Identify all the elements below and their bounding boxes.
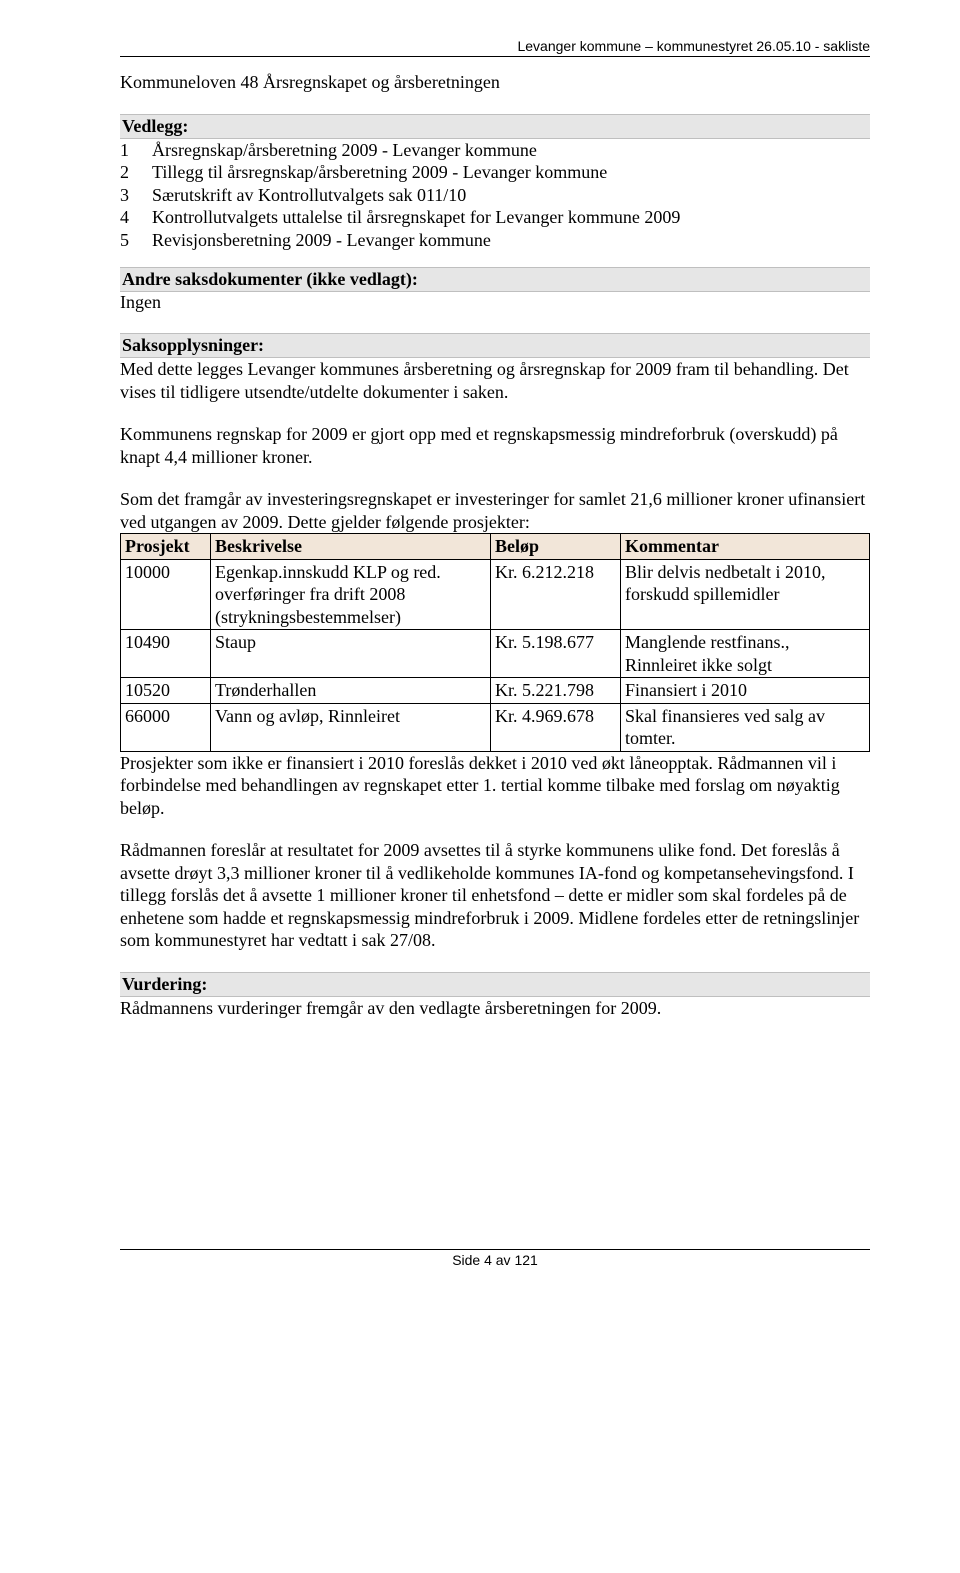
table-row: 10000 Egenkap.innskudd KLP og red. overf…: [121, 559, 870, 630]
vurdering-text: Rådmannens vurderinger fremgår av den ve…: [120, 997, 870, 1020]
list-item: 3 Særutskrift av Kontrollutvalgets sak 0…: [120, 184, 870, 207]
list-text: Revisjonsberetning 2009 - Levanger kommu…: [152, 229, 870, 252]
page-container: Levanger kommune – kommunestyret 26.05.1…: [0, 0, 960, 1573]
after-table-p2: Rådmannen foreslår at resultatet for 200…: [120, 839, 870, 952]
andre-text: Ingen: [120, 292, 870, 313]
th-belop: Beløp: [491, 534, 621, 560]
cell-prosjekt: 10000: [121, 559, 211, 630]
list-item: 1 Årsregnskap/årsberetning 2009 - Levang…: [120, 139, 870, 162]
cell-beskrivelse: Egenkap.innskudd KLP og red. overføringe…: [211, 559, 491, 630]
intro-paragraph: Kommuneloven 48 Årsregnskapet og årsbere…: [120, 71, 870, 94]
vedlegg-list: 1 Årsregnskap/årsberetning 2009 - Levang…: [120, 139, 870, 252]
cell-kommentar: Blir delvis nedbetalt i 2010, forskudd s…: [621, 559, 870, 630]
table-row: 66000 Vann og avløp, Rinnleiret Kr. 4.96…: [121, 703, 870, 751]
cell-kommentar: Skal finansieres ved salg av tomter.: [621, 703, 870, 751]
cell-belop: Kr. 6.212.218: [491, 559, 621, 630]
saksopp-p3: Som det framgår av investeringsregnskape…: [120, 488, 870, 533]
list-num: 2: [120, 161, 152, 184]
after-table-p1: Prosjekter som ikke er finansiert i 2010…: [120, 752, 870, 820]
cell-kommentar: Finansiert i 2010: [621, 678, 870, 704]
cell-belop: Kr. 5.221.798: [491, 678, 621, 704]
spacer: [120, 1039, 870, 1219]
cell-beskrivelse: Staup: [211, 630, 491, 678]
cell-belop: Kr. 5.198.677: [491, 630, 621, 678]
list-item: 5 Revisjonsberetning 2009 - Levanger kom…: [120, 229, 870, 252]
list-text: Kontrollutvalgets uttalelse til årsregns…: [152, 206, 870, 229]
projects-table: Prosjekt Beskrivelse Beløp Kommentar 100…: [120, 533, 870, 752]
cell-beskrivelse: Vann og avløp, Rinnleiret: [211, 703, 491, 751]
vurdering-heading: Vurdering:: [120, 972, 870, 997]
table-header-row: Prosjekt Beskrivelse Beløp Kommentar: [121, 534, 870, 560]
list-item: 2 Tillegg til årsregnskap/årsberetning 2…: [120, 161, 870, 184]
list-text: Tillegg til årsregnskap/årsberetning 200…: [152, 161, 870, 184]
list-num: 3: [120, 184, 152, 207]
list-text: Særutskrift av Kontrollutvalgets sak 011…: [152, 184, 870, 207]
table-row: 10520 Trønderhallen Kr. 5.221.798 Finans…: [121, 678, 870, 704]
header-right: Levanger kommune – kommunestyret 26.05.1…: [120, 38, 870, 54]
cell-beskrivelse: Trønderhallen: [211, 678, 491, 704]
saksopp-p2: Kommunens regnskap for 2009 er gjort opp…: [120, 423, 870, 468]
cell-belop: Kr. 4.969.678: [491, 703, 621, 751]
th-beskrivelse: Beskrivelse: [211, 534, 491, 560]
cell-kommentar: Manglende restfinans., Rinnleiret ikke s…: [621, 630, 870, 678]
list-text: Årsregnskap/årsberetning 2009 - Levanger…: [152, 139, 870, 162]
cell-prosjekt: 10520: [121, 678, 211, 704]
footer-page-number: Side 4 av 121: [120, 1250, 870, 1268]
list-num: 1: [120, 139, 152, 162]
list-num: 5: [120, 229, 152, 252]
table-row: 10490 Staup Kr. 5.198.677 Manglende rest…: [121, 630, 870, 678]
th-prosjekt: Prosjekt: [121, 534, 211, 560]
saksopp-p1: Med dette legges Levanger kommunes årsbe…: [120, 358, 870, 403]
th-kommentar: Kommentar: [621, 534, 870, 560]
list-num: 4: [120, 206, 152, 229]
header-rule: [120, 56, 870, 57]
cell-prosjekt: 66000: [121, 703, 211, 751]
saksopp-heading: Saksopplysninger:: [120, 333, 870, 358]
list-item: 4 Kontrollutvalgets uttalelse til årsreg…: [120, 206, 870, 229]
andre-heading: Andre saksdokumenter (ikke vedlagt):: [120, 267, 870, 292]
cell-prosjekt: 10490: [121, 630, 211, 678]
vedlegg-heading: Vedlegg:: [120, 114, 870, 139]
